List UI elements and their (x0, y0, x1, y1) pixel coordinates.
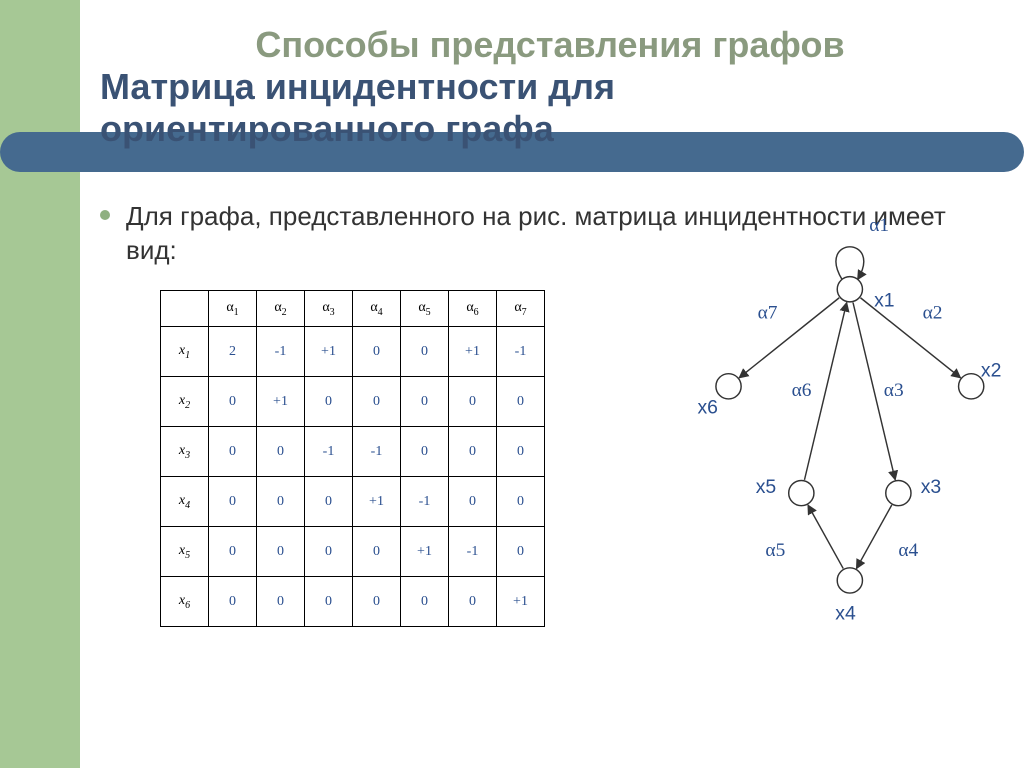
edge-label-a5: α5 (765, 540, 785, 561)
title-supertitle: Способы представления графов (100, 24, 1000, 66)
title-main-1: Матрица инцидентности для (100, 66, 1000, 108)
table-cell: 0 (209, 577, 257, 627)
node-x3 (886, 480, 911, 505)
edge-a5 (808, 505, 843, 569)
edge-a1 (836, 247, 864, 280)
node-x1 (837, 277, 862, 302)
col-header: α7 (497, 291, 545, 327)
table-cell: 0 (209, 377, 257, 427)
table-cell: -1 (497, 327, 545, 377)
table-cell: -1 (305, 427, 353, 477)
graph-diagram: α1 α2 α3 α4 α5 α6 α7 x1 x2 x3 x4 x5 x6 (680, 190, 1010, 670)
row-header: x2 (161, 377, 209, 427)
row-header: x3 (161, 427, 209, 477)
node-x6 (716, 374, 741, 399)
table-row: x300-1-1000 (161, 427, 545, 477)
table-cell: 0 (401, 427, 449, 477)
col-header: α1 (209, 291, 257, 327)
table-cell: 0 (401, 377, 449, 427)
table-cell: 0 (257, 427, 305, 477)
table-cell: 0 (257, 577, 305, 627)
table-row: x6000000+1 (161, 577, 545, 627)
col-header: α2 (257, 291, 305, 327)
slide-title: Способы представления графов Матрица инц… (100, 24, 1000, 150)
table-cell: 0 (497, 527, 545, 577)
table-cell: 0 (257, 477, 305, 527)
table-cell: 0 (209, 427, 257, 477)
node-x4 (837, 568, 862, 593)
table-cell: +1 (449, 327, 497, 377)
edge-a4 (856, 505, 891, 569)
table-cell: 0 (353, 577, 401, 627)
table-cell: -1 (401, 477, 449, 527)
table-cell: 0 (449, 377, 497, 427)
table-cell: 0 (497, 477, 545, 527)
node-label-x5: x5 (756, 476, 777, 498)
row-header: x1 (161, 327, 209, 377)
table-row: x50000+1-10 (161, 527, 545, 577)
table-cell: 0 (449, 577, 497, 627)
col-header: α3 (305, 291, 353, 327)
node-label-x1: x1 (874, 290, 895, 312)
bullet-icon (100, 210, 110, 220)
table-cell: -1 (257, 327, 305, 377)
table-cell: -1 (353, 427, 401, 477)
sidebar-accent (0, 0, 80, 768)
col-blank (161, 291, 209, 327)
node-label-x4: x4 (835, 602, 856, 624)
edge-label-a1: α1 (869, 215, 889, 236)
table-cell: 0 (305, 527, 353, 577)
table-cell: 0 (353, 327, 401, 377)
table-cell: 0 (209, 527, 257, 577)
table-cell: 0 (305, 377, 353, 427)
table-cell: -1 (449, 527, 497, 577)
incidence-table-wrap: α1α2α3α4α5α6α7 x12-1+100+1-1x20+100000x3… (160, 290, 545, 627)
table-row: x12-1+100+1-1 (161, 327, 545, 377)
row-header: x4 (161, 477, 209, 527)
col-header: α4 (353, 291, 401, 327)
table-cell: 0 (257, 527, 305, 577)
table-cell: +1 (257, 377, 305, 427)
table-cell: 2 (209, 327, 257, 377)
table-cell: +1 (497, 577, 545, 627)
table-row: x4000+1-100 (161, 477, 545, 527)
table-cell: 0 (497, 377, 545, 427)
row-header: x6 (161, 577, 209, 627)
edge-label-a6: α6 (792, 380, 812, 401)
node-label-x2: x2 (981, 360, 1002, 382)
table-cell: 0 (449, 427, 497, 477)
edge-label-a7: α7 (758, 302, 778, 323)
incidence-table: α1α2α3α4α5α6α7 x12-1+100+1-1x20+100000x3… (160, 290, 545, 627)
table-row: x20+100000 (161, 377, 545, 427)
node-x5 (789, 480, 814, 505)
table-cell: +1 (401, 527, 449, 577)
table-cell: 0 (353, 527, 401, 577)
table-cell: 0 (449, 477, 497, 527)
edge-label-a4: α4 (898, 540, 918, 561)
row-header: x5 (161, 527, 209, 577)
table-cell: 0 (209, 477, 257, 527)
node-label-x3: x3 (921, 476, 942, 498)
col-header: α6 (449, 291, 497, 327)
table-cell: 0 (305, 477, 353, 527)
table-cell: +1 (305, 327, 353, 377)
table-cell: +1 (353, 477, 401, 527)
title-main-2: ориентированного графа (100, 108, 1000, 150)
edge-label-a2: α2 (923, 302, 943, 323)
col-header: α5 (401, 291, 449, 327)
table-cell: 0 (401, 577, 449, 627)
table-cell: 0 (305, 577, 353, 627)
node-label-x6: x6 (697, 397, 718, 419)
table-cell: 0 (497, 427, 545, 477)
edge-label-a3: α3 (884, 380, 904, 401)
edge-a7 (739, 298, 839, 378)
table-cell: 0 (401, 327, 449, 377)
table-cell: 0 (353, 377, 401, 427)
